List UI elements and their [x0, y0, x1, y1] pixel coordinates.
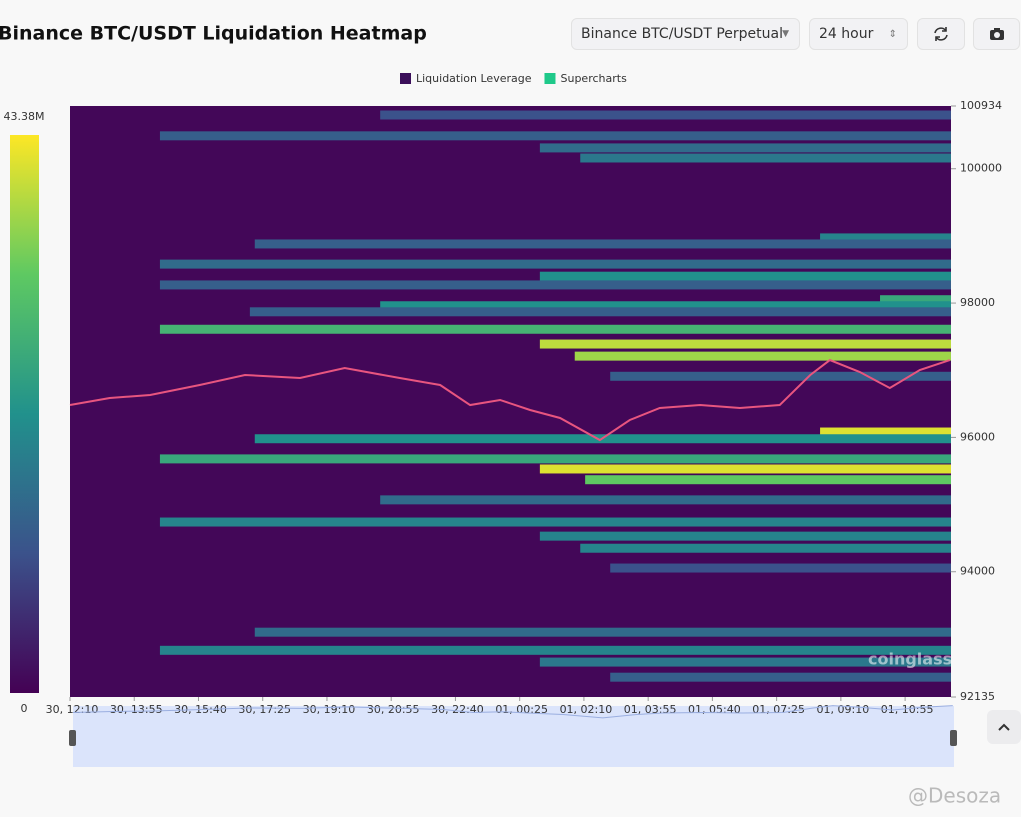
- liquidation-band: [159, 131, 951, 141]
- x-tick-label: 01, 00:25: [495, 703, 548, 716]
- y-tick-label: 100000: [960, 162, 1002, 175]
- liquidation-band: [539, 271, 951, 281]
- watermark: coinglass: [868, 650, 952, 669]
- x-tick-label: 30, 19:10: [303, 703, 356, 716]
- x-tick-label: 30, 22:40: [431, 703, 484, 716]
- liquidation-band: [580, 153, 951, 163]
- navigator-bg: [73, 706, 954, 767]
- x-tick-label: 30, 15:40: [174, 703, 227, 716]
- liquidation-band: [610, 563, 951, 573]
- refresh-button[interactable]: [917, 18, 965, 50]
- liquidation-band: [820, 427, 951, 437]
- liquidation-band: [380, 495, 951, 505]
- caret: ▼: [782, 29, 789, 39]
- colorbar: [10, 135, 39, 693]
- liquidation-band: [159, 517, 951, 527]
- liquidation-band: [380, 301, 951, 311]
- liquidation-band: [610, 371, 951, 381]
- liquidation-band: [159, 280, 951, 290]
- liquidation-band: [539, 339, 951, 349]
- x-tick-label: 01, 02:10: [560, 703, 613, 716]
- x-tick-label: 01, 03:55: [624, 703, 677, 716]
- legend-label: Supercharts: [560, 72, 627, 85]
- chart-title: Binance BTC/USDT Liquidation Heatmap: [0, 23, 427, 45]
- liquidation-band: [610, 672, 951, 682]
- liquidation-band: [880, 295, 951, 305]
- x-tick-label: 30, 17:25: [238, 703, 291, 716]
- liquidation-band: [249, 307, 951, 317]
- x-tick-label: 30, 13:55: [110, 703, 163, 716]
- x-tick-label: 01, 05:40: [688, 703, 741, 716]
- x-tick-label: 01, 07:25: [752, 703, 805, 716]
- liquidation-band: [159, 324, 951, 334]
- navigator-line: [72, 705, 953, 719]
- range-select[interactable]: 24 hour ⇕: [809, 18, 908, 50]
- liquidation-band: [254, 239, 952, 249]
- chevron-icon: [998, 723, 1010, 731]
- liquidation-band: [585, 475, 951, 485]
- liquidation-band: [159, 645, 951, 655]
- refresh-icon: [934, 27, 948, 41]
- liquidation-band: [539, 464, 951, 474]
- colorbar-label: 0: [21, 702, 28, 715]
- liquidation-band: [539, 531, 951, 541]
- liquidation-band: [159, 454, 951, 464]
- liquidation-band: [159, 259, 951, 269]
- liquidation-band: [254, 434, 952, 444]
- liquidation-band: [539, 143, 951, 153]
- y-tick-label: 98000: [960, 296, 995, 309]
- watermark: @Desoza: [908, 784, 1001, 808]
- x-tick-label: 01, 10:55: [881, 703, 934, 716]
- colorbar-label: 43.38M: [4, 110, 45, 123]
- liquidation-band: [539, 657, 951, 667]
- x-tick-label: 01, 09:10: [817, 703, 870, 716]
- liquidation-band: [820, 233, 951, 243]
- caret: ⇕: [888, 28, 897, 40]
- y-tick-label: 92135: [960, 690, 995, 703]
- y-tick-label: 100934: [960, 99, 1002, 112]
- liquidation-band: [254, 627, 952, 637]
- nav-handle[interactable]: [69, 730, 76, 746]
- x-tick-label: 30, 12:10: [46, 703, 99, 716]
- liquidation-band: [380, 110, 951, 120]
- nav-handle[interactable]: [950, 730, 957, 746]
- x-tick-label: 30, 20:55: [367, 703, 420, 716]
- pair-select[interactable]: Binance BTC/USDT Perpetual ▼: [571, 18, 800, 50]
- legend-label: Liquidation Leverage: [416, 72, 532, 85]
- price-line: [69, 358, 951, 442]
- legend-swatch: [544, 73, 556, 84]
- legend-swatch: [400, 73, 411, 84]
- pair-text: Binance BTC/USDT Perpetual: [581, 26, 783, 42]
- camera-icon: [989, 28, 1004, 40]
- y-tick-label: 94000: [960, 565, 995, 578]
- liquidation-band: [580, 543, 951, 553]
- y-tick-label: 96000: [960, 430, 995, 443]
- liquidation-band: [574, 351, 951, 361]
- range-text: 24 hour: [819, 26, 874, 42]
- camera-button[interactable]: [973, 18, 1020, 50]
- heatmap-bg: [70, 106, 951, 697]
- collapse-button[interactable]: [987, 710, 1021, 744]
